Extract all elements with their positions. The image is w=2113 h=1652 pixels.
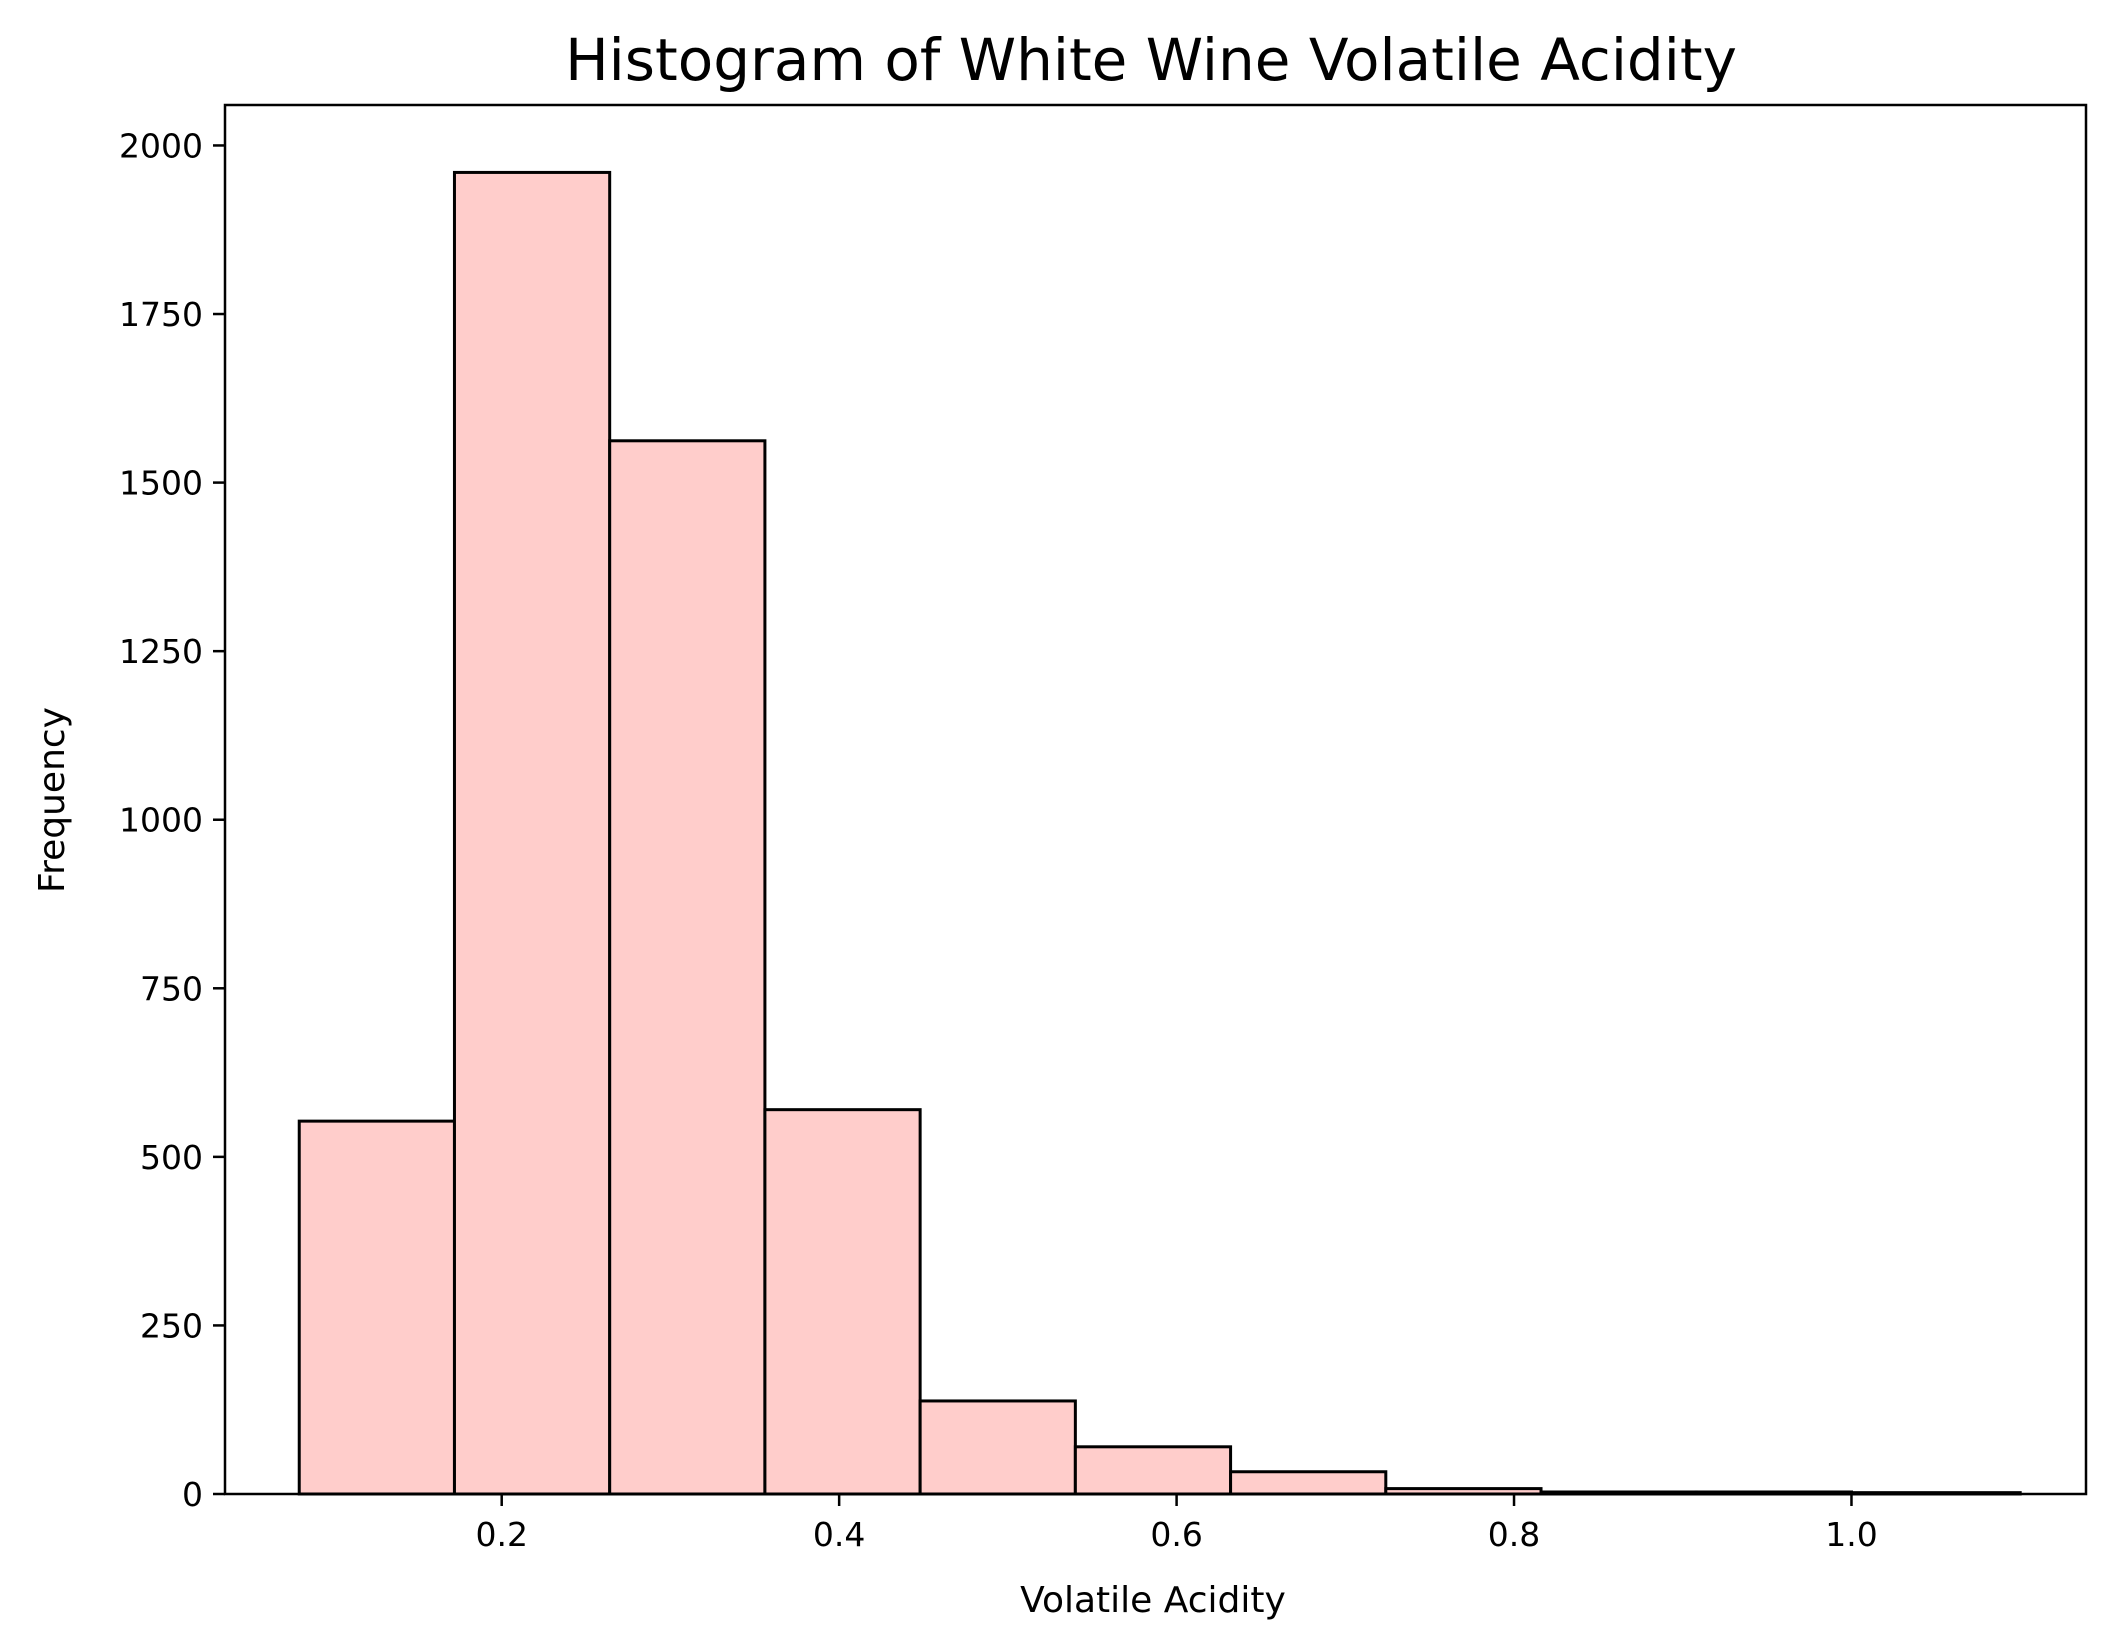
x-tick-label: 1.0 [1825,1515,1877,1554]
chart-title: Histogram of White Wine Volatile Acidity [565,26,1737,94]
histogram-bar-5 [918,1399,1077,1496]
y-axis-ticks: 0 250 500 750 1000 1250 1500 1750 2000 [119,126,225,1514]
y-axis-label: Frequency [32,707,73,893]
histogram-bar-4 [763,1108,922,1496]
x-tick-label: 0.6 [1150,1515,1202,1554]
y-tick-label: 1500 [119,464,203,503]
y-tick-label: 750 [140,969,203,1008]
y-tick-label: 0 [182,1475,203,1514]
plot-frame [223,103,2088,1496]
x-tick-label: 0.4 [813,1515,865,1554]
bars-group [297,170,2022,1496]
y-tick-label: 1250 [119,632,203,671]
y-tick-label: 500 [140,1138,203,1177]
histogram-bar-3 [608,439,767,1496]
histogram-bar-7 [1229,1470,1388,1496]
x-axis-ticks: 0.2 0.4 0.6 0.8 1.0 [475,1494,1878,1554]
histogram-bar-6 [1073,1445,1233,1496]
x-tick-label: 0.2 [475,1515,527,1554]
x-axis-label: Volatile Acidity [1020,1580,1286,1621]
y-tick-label: 1000 [119,801,203,840]
x-tick-label: 0.8 [1488,1515,1540,1554]
histogram-bar-1 [297,1119,456,1496]
y-tick-label: 1750 [119,295,203,334]
y-tick-label: 250 [140,1306,203,1345]
histogram-bar-2 [452,170,612,1496]
y-tick-label: 2000 [119,126,203,165]
